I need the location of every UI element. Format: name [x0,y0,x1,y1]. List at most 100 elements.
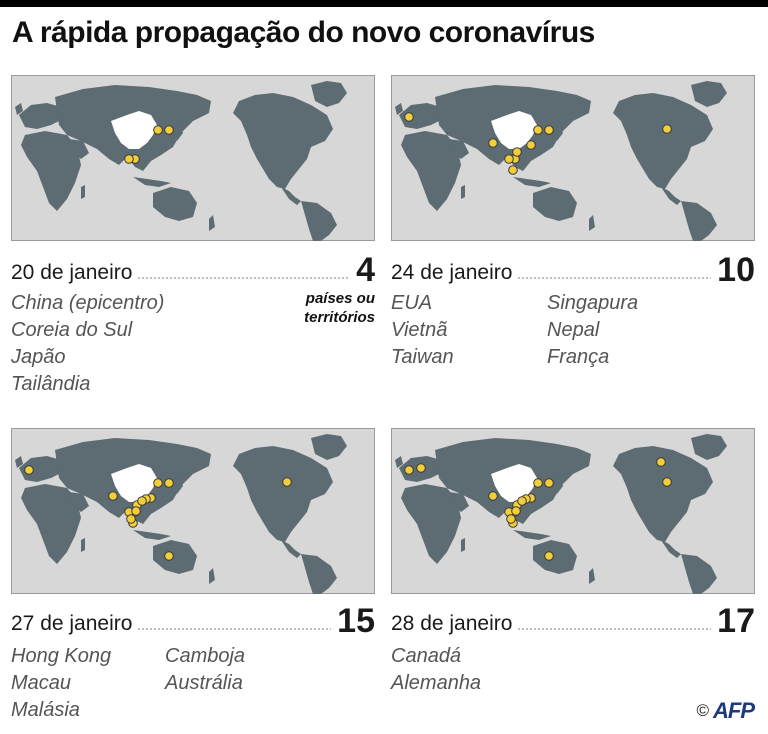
landmass-japan [173,474,183,494]
landmass-alaska-north-america [613,93,713,189]
copyright-symbol: © [696,701,709,720]
country-name: França [547,346,610,368]
case-marker-korea [533,478,543,488]
country-name: Austrália [165,672,243,694]
country-name: Singapura [547,292,639,314]
country-name: Tailândia [11,373,91,395]
china-highlight [491,464,537,502]
landmass-new-zealand [589,215,595,231]
case-marker-nepal [108,491,118,501]
country-name: Canadá [391,645,462,667]
top-rule [0,0,768,7]
landmass-japan [553,474,563,494]
case-marker-france [404,465,414,475]
country-name: Vietnã [391,319,448,341]
country-list-left: China (epicentro) Coreia do Sul Japão Tailâ… [11,290,164,398]
landmass-arabia [449,139,469,159]
landmass-uk [15,456,23,468]
dotted-leader [11,628,375,630]
case-marker-australia [544,551,554,561]
case-marker-japan [544,125,554,135]
case-marker-taiwan [526,140,536,150]
date-row: 28 de janeiro 17 [391,604,755,638]
date-label: 27 de janeiro [11,612,137,636]
country-list-left: Hong Kong Macau Malásia [11,643,111,724]
landmass-africa [401,484,461,564]
landmass-arabia [449,492,469,512]
landmass-alaska-north-america [233,446,333,542]
world-map [391,428,755,594]
case-marker-nepal [488,491,498,501]
case-marker-cambodia [131,506,141,516]
country-name: Hong Kong [11,645,112,667]
date-label: 24 de janeiro [391,261,517,285]
landmass-south-america [301,201,337,241]
landmass-arabia [69,139,89,159]
date-row: 27 de janeiro 15 [11,604,375,638]
china-highlight [111,464,157,502]
landmass-central-america [661,540,681,558]
case-marker-canada [656,457,666,467]
world-map-svg [391,428,755,594]
landmass-australia [533,187,577,221]
landmass-japan [553,121,563,141]
country-name: Camboja [165,645,246,667]
case-marker-macau [517,496,527,506]
case-marker-japan [164,478,174,488]
panel-jan-28: 28 de janeiro 17 Canadá Alemanha [391,428,755,728]
case-marker-australia [164,551,174,561]
case-marker-malaysia [126,514,136,524]
landmass-south-america [681,554,717,594]
landmass-africa [21,484,81,564]
landmass-greenland [311,434,347,460]
landmass-south-america [681,201,717,241]
world-map [11,428,375,594]
world-map [11,75,375,241]
landmass-japan [173,121,183,141]
landmass-south-america [301,554,337,594]
landmass-australia [153,187,197,221]
case-count: 17 [711,604,755,638]
case-marker-usa [662,477,672,487]
afp-logo: AFP [713,698,755,723]
landmass-greenland [691,434,727,460]
unit-label: países ou territórios [304,289,375,327]
china-highlight [111,111,157,149]
case-marker-thailand [504,154,514,164]
date-row: 24 de janeiro 10 [391,253,755,287]
case-marker-japan [164,125,174,135]
case-marker-france [24,465,34,475]
country-name: Taiwan [391,346,454,368]
landmass-indonesia [133,530,171,540]
country-name: China (epicentro) [11,292,165,314]
case-count: 10 [711,253,755,287]
landmass-new-zealand [589,568,595,584]
panel-jan-24: 24 de janeiro 10 EUA Vietnã Taiwan Singapu… [391,75,755,405]
date-label: 20 de janeiro [11,261,137,285]
dotted-leader [11,277,375,279]
date-label: 28 de janeiro [391,612,517,636]
case-marker-japan [544,478,554,488]
landmass-madagascar [461,185,465,199]
case-marker-germany [416,463,426,473]
landmass-indonesia [513,530,551,540]
world-map-svg [391,75,755,241]
world-map-svg [11,75,375,241]
case-count: 15 [331,604,375,638]
dotted-leader [391,277,755,279]
landmass-australia [533,540,577,574]
case-marker-malaysia [506,514,516,524]
landmass-europe [19,456,63,482]
case-marker-nepal [488,138,498,148]
case-marker-korea [533,125,543,135]
case-marker-singapore [508,165,518,175]
landmass-arabia [69,492,89,512]
landmass-central-america [281,187,301,205]
country-list-left: EUA Vietnã Taiwan [391,290,454,371]
china-highlight [491,111,537,149]
landmass-madagascar [81,185,85,199]
case-marker-korea [153,478,163,488]
landmass-greenland [311,81,347,107]
landmass-australia [153,540,197,574]
landmass-madagascar [461,538,465,552]
